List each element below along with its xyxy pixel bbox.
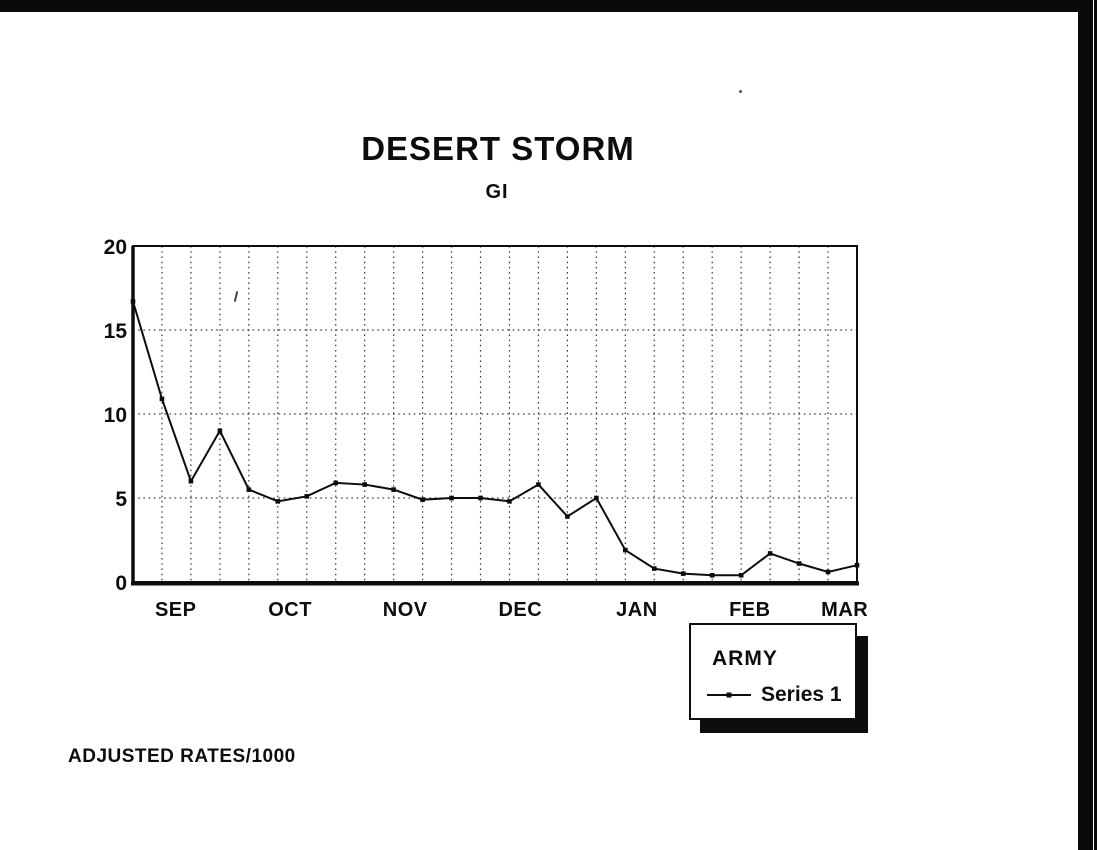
legend-title: ARMY [712,647,778,670]
legend-series-label: Series 1 [761,683,842,706]
axis-footnote: ADJUSTED RATES/1000 [68,746,296,767]
svg-text:SEP: SEP [155,599,197,621]
svg-text:FEB: FEB [729,599,771,621]
svg-text:10: 10 [104,404,127,427]
chart-subtitle: GI [485,181,509,203]
scan-artifact-dot [739,90,742,93]
svg-text:0: 0 [115,572,127,595]
chart-title: DESERT STORM [361,130,635,167]
scan-border-top [0,0,1093,12]
series-line-marker-icon [707,692,751,698]
legend-entry: Series 1 [707,683,842,707]
svg-text:MAR: MAR [821,599,868,621]
svg-text:15: 15 [104,320,128,343]
scan-border-right [1078,6,1093,850]
svg-text:OCT: OCT [268,599,312,621]
legend-box: ARMY Series 1 [689,623,857,720]
svg-text:DEC: DEC [498,599,542,621]
svg-text:NOV: NOV [383,599,428,621]
svg-text:5: 5 [115,488,127,511]
svg-text:20: 20 [104,236,127,259]
svg-text:JAN: JAN [616,599,658,621]
scan-edge-line [1094,0,1097,850]
